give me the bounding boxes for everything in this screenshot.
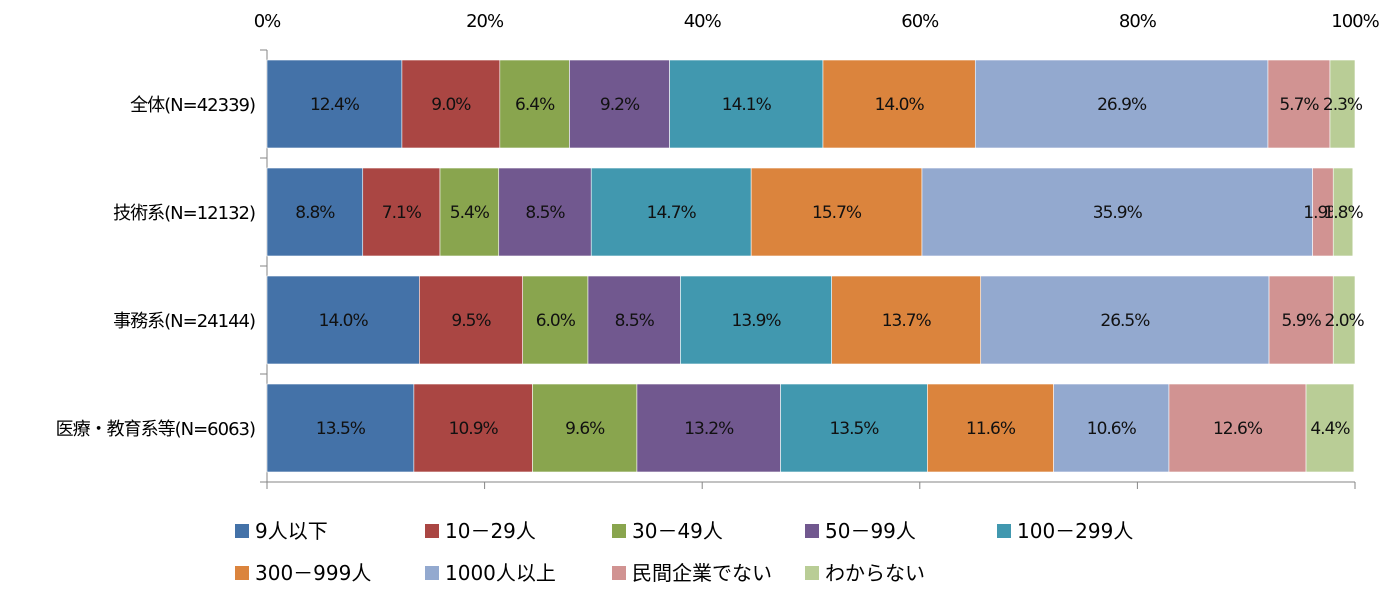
data-label: 8.5% <box>615 311 655 331</box>
data-label: 14.7% <box>647 203 697 223</box>
legend-label: 30－49人 <box>632 519 723 543</box>
data-label: 26.5% <box>1100 311 1150 331</box>
data-label: 5.9% <box>1282 311 1322 331</box>
bar-segment <box>1268 275 1334 365</box>
legend: 9人以下 10－29人 30－49人 50－99人 100－299人 300－999人 10… <box>235 519 1133 585</box>
bar-segment <box>680 275 832 365</box>
bar-segment <box>1329 59 1356 149</box>
data-label: 10.6% <box>1087 419 1137 439</box>
bar-segment <box>266 383 415 473</box>
category-label: 医療・教育系等(N=6063) <box>56 419 255 440</box>
data-label: 13.5% <box>316 419 366 439</box>
bar-segment <box>1305 383 1355 473</box>
legend-label: 100－299人 <box>1017 519 1133 543</box>
data-label: 14.0% <box>875 95 925 115</box>
bar-segment <box>669 59 824 149</box>
legend-label: 50－99人 <box>825 519 916 543</box>
x-tick-label: 100% <box>1331 11 1379 32</box>
legend-swatch <box>235 524 249 538</box>
data-label: 26.9% <box>1097 95 1147 115</box>
bar-segment <box>401 59 501 149</box>
bar-segment <box>498 167 592 257</box>
legend-label: 民間企業でない <box>632 561 772 585</box>
data-label: 5.4% <box>450 203 490 223</box>
data-label: 14.1% <box>722 95 772 115</box>
data-label: 2.3% <box>1323 95 1363 115</box>
data-label: 8.8% <box>295 203 335 223</box>
bar-segment <box>522 275 589 365</box>
x-tick-label: 60% <box>901 11 939 32</box>
bar-segment <box>1332 167 1354 257</box>
legend-label: 10－29人 <box>445 519 536 543</box>
data-label: 10.9% <box>449 419 499 439</box>
bar-segment <box>266 59 403 149</box>
bar-segment <box>266 275 420 365</box>
bar-segment <box>1332 275 1356 365</box>
data-label: 11.6% <box>966 419 1016 439</box>
bar-segment <box>1053 383 1170 473</box>
x-tick-label: 20% <box>466 11 504 32</box>
bar-segment <box>750 167 923 257</box>
bar-segment <box>831 275 982 365</box>
legend-swatch <box>997 524 1011 538</box>
bar-segment <box>921 167 1313 257</box>
bars: 12.4% 9.0% 6.4% 9.2% 14.1% 14.0% 26.9% 5.7% 2.3%… <box>266 59 1366 473</box>
data-label: 6.0% <box>536 311 576 331</box>
bar-segment <box>532 383 638 473</box>
data-label: 9.6% <box>565 419 605 439</box>
category-label: 全体(N=42339) <box>130 95 255 116</box>
bar-segment <box>413 383 533 473</box>
bar-segment <box>362 167 441 257</box>
data-label: 8.5% <box>525 203 565 223</box>
bar-segment <box>590 167 752 257</box>
x-tick-label: 80% <box>1119 11 1157 32</box>
legend-label: 9人以下 <box>255 519 328 543</box>
data-label: 6.4% <box>515 95 555 115</box>
bar-segment <box>419 275 523 365</box>
bar-segment <box>822 59 976 149</box>
data-label: 9.0% <box>431 95 471 115</box>
legend-label: 1000人以上 <box>445 561 556 585</box>
legend-swatch <box>612 566 626 580</box>
x-axis-ticks: 0% 20% 40% 60% 80% 100% <box>254 11 1381 32</box>
legend-swatch <box>425 566 439 580</box>
legend-swatch <box>235 566 249 580</box>
bar-segment <box>569 59 670 149</box>
bar-segment <box>636 383 781 473</box>
data-label: 13.2% <box>684 419 734 439</box>
category-labels: 全体(N=42339) 技術系(N=12132) 事務系(N=24144) 医療・教育… <box>56 95 256 440</box>
legend-swatch <box>425 524 439 538</box>
legend-label: 300－999人 <box>255 561 371 585</box>
x-tick-label: 0% <box>254 11 281 32</box>
bar-segment <box>587 275 681 365</box>
bar-segment <box>974 59 1269 149</box>
legend-swatch <box>805 566 819 580</box>
data-label: 9.5% <box>451 311 491 331</box>
data-label: 15.7% <box>812 203 862 223</box>
category-label: 事務系(N=24144) <box>113 311 255 332</box>
data-label: 13.9% <box>732 311 782 331</box>
x-tick-label: 40% <box>684 11 722 32</box>
data-label: 12.4% <box>310 95 360 115</box>
data-label: 35.9% <box>1093 203 1143 223</box>
bar-segment <box>927 383 1054 473</box>
data-label: 5.7% <box>1279 95 1319 115</box>
bar-segment <box>266 167 364 257</box>
category-label: 技術系(N=12132) <box>113 203 255 224</box>
legend-swatch <box>612 524 626 538</box>
data-label: 13.5% <box>829 419 879 439</box>
data-label: 13.7% <box>882 311 932 331</box>
data-label: 1.8% <box>1323 203 1363 223</box>
legend-swatch <box>805 524 819 538</box>
data-label: 12.6% <box>1213 419 1263 439</box>
data-label: 9.2% <box>600 95 640 115</box>
bar-segment <box>499 59 570 149</box>
data-label: 2.0% <box>1325 311 1365 331</box>
data-label: 7.1% <box>382 203 422 223</box>
bar-segment <box>439 167 500 257</box>
legend-label: わからない <box>825 561 925 585</box>
data-label: 4.4% <box>1310 419 1350 439</box>
data-label: 14.0% <box>319 311 369 331</box>
